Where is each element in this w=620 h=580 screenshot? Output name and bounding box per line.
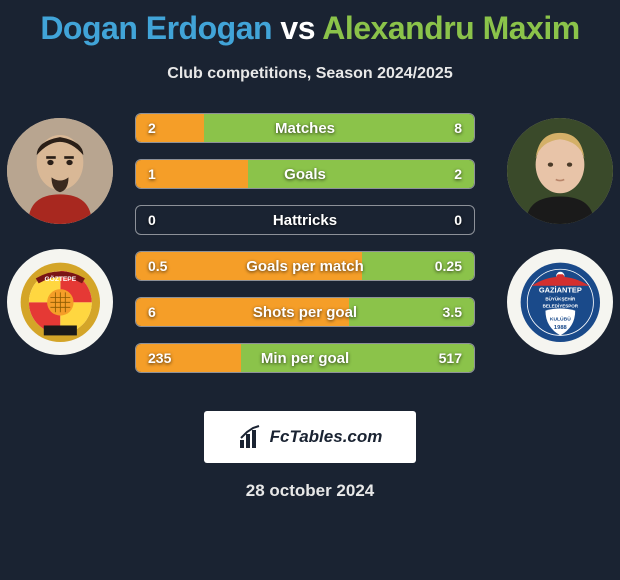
comparison-title: Dogan Erdogan vs Alexandru Maxim bbox=[0, 0, 620, 47]
player2-avatar bbox=[507, 118, 613, 224]
svg-text:BÜYÜKŞEHİR: BÜYÜKŞEHİR bbox=[545, 295, 576, 301]
stat-label: Goals per match bbox=[246, 258, 364, 275]
player2-name: Alexandru Maxim bbox=[322, 10, 579, 46]
stat-label: Goals bbox=[284, 166, 326, 183]
brand-box: FcTables.com bbox=[204, 411, 416, 463]
stat-row-goals-per-match: 0.5 Goals per match 0.25 bbox=[135, 251, 475, 281]
player2-club-logo: GAZİANTEP BÜYÜKŞEHİR BELEDİYESPOR KULÜBÜ… bbox=[507, 249, 613, 355]
stat-value-right: 8 bbox=[454, 120, 462, 136]
stat-value-left: 0 bbox=[148, 212, 156, 228]
stat-value-right: 2 bbox=[454, 166, 462, 182]
right-avatar-column: GAZİANTEP BÜYÜKŞEHİR BELEDİYESPOR KULÜBÜ… bbox=[505, 118, 615, 355]
stat-row-hattricks: 0 Hattricks 0 bbox=[135, 205, 475, 235]
brand-chart-icon bbox=[238, 424, 264, 450]
stat-bar-right bbox=[204, 114, 474, 142]
stat-value-left: 6 bbox=[148, 304, 156, 320]
stat-label: Matches bbox=[275, 120, 335, 137]
vs-text: vs bbox=[280, 10, 315, 46]
stat-label: Hattricks bbox=[273, 212, 337, 229]
stat-value-left: 2 bbox=[148, 120, 156, 136]
stat-label: Shots per goal bbox=[253, 304, 357, 321]
svg-text:BELEDİYESPOR: BELEDİYESPOR bbox=[542, 302, 578, 308]
stat-bars: 2 Matches 8 1 Goals 2 0 Hattricks 0 0.5 … bbox=[135, 113, 475, 373]
stat-value-left: 1 bbox=[148, 166, 156, 182]
stat-row-matches: 2 Matches 8 bbox=[135, 113, 475, 143]
stat-bar-left bbox=[136, 114, 204, 142]
stat-row-shots-per-goal: 6 Shots per goal 3.5 bbox=[135, 297, 475, 327]
gaziantep-logo-icon: GAZİANTEP BÜYÜKŞEHİR BELEDİYESPOR KULÜBÜ… bbox=[519, 261, 602, 344]
stat-row-min-per-goal: 235 Min per goal 517 bbox=[135, 343, 475, 373]
svg-text:GAZİANTEP: GAZİANTEP bbox=[539, 285, 582, 294]
brand-text: FcTables.com bbox=[270, 427, 383, 447]
goztepe-logo-icon: GÖZTEPE bbox=[19, 261, 102, 344]
player1-avatar bbox=[7, 118, 113, 224]
subtitle: Club competitions, Season 2024/2025 bbox=[0, 65, 620, 83]
stat-row-goals: 1 Goals 2 bbox=[135, 159, 475, 189]
stat-value-right: 0.25 bbox=[435, 258, 462, 274]
player1-avatar-icon bbox=[7, 118, 113, 224]
stat-value-right: 0 bbox=[454, 212, 462, 228]
svg-text:1988: 1988 bbox=[554, 324, 568, 330]
stat-value-right: 3.5 bbox=[443, 304, 462, 320]
player1-club-logo: GÖZTEPE bbox=[7, 249, 113, 355]
player1-name: Dogan Erdogan bbox=[40, 10, 272, 46]
left-avatar-column: GÖZTEPE bbox=[5, 118, 115, 355]
player2-avatar-icon bbox=[507, 118, 613, 224]
stat-value-left: 0.5 bbox=[148, 258, 167, 274]
svg-text:GÖZTEPE: GÖZTEPE bbox=[44, 273, 76, 282]
stat-bar-right bbox=[248, 160, 474, 188]
stats-area: GÖZTEPE GAZİANTEP bbox=[0, 113, 620, 393]
date-line: 28 october 2024 bbox=[0, 481, 620, 501]
stat-label: Min per goal bbox=[261, 350, 349, 367]
stat-value-right: 517 bbox=[439, 350, 462, 366]
stat-value-left: 235 bbox=[148, 350, 171, 366]
